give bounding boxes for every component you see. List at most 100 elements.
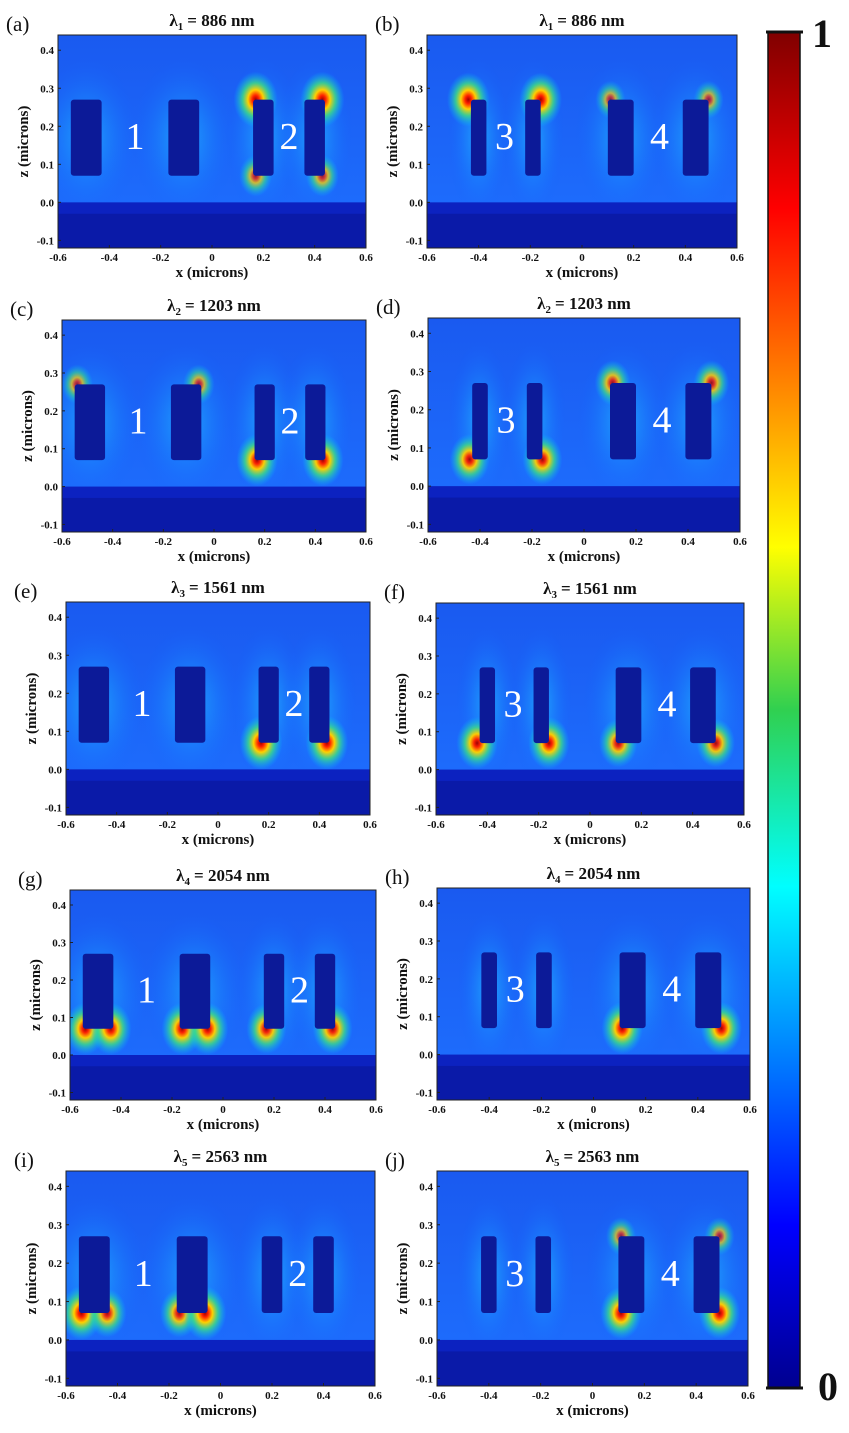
nanorod: [253, 99, 274, 176]
panel-label: (i): [14, 1148, 34, 1172]
lambda-subscript: 4: [185, 876, 191, 888]
pair-number: 1: [133, 683, 152, 725]
panel-label: (b): [375, 12, 400, 36]
x-tick-label: 0.2: [634, 819, 648, 831]
panel-title: λ1 = 886 nm: [169, 11, 254, 33]
lambda-subscript: 2: [546, 304, 552, 316]
nanorod: [313, 1236, 334, 1314]
y-axis-label: z (microns): [24, 673, 40, 745]
x-tick-label: 0.4: [689, 1390, 703, 1402]
y-tick-label: 0.0: [48, 1335, 62, 1347]
y-tick-label: 0.4: [418, 613, 432, 625]
wavelength-value: = 2054 nm: [194, 866, 270, 885]
nanorod: [618, 1236, 645, 1314]
y-tick-label: 0.4: [48, 612, 62, 624]
substrate-deep: [58, 213, 366, 248]
panel-b: 3 4 -0.6 -0.4 -0.2 0 0.2 0.4 0.6 -0.1 0.0 0.1 0.2 0.3…: [375, 11, 744, 281]
x-tick-label: -0.4: [101, 252, 119, 264]
x-tick-label: 0.4: [691, 1104, 705, 1116]
panel-label: (a): [6, 12, 29, 36]
nanorod: [693, 1236, 720, 1314]
pair-number: 2: [288, 1253, 307, 1295]
pair-number: 4: [650, 116, 669, 158]
y-tick-label: 0.0: [418, 765, 432, 777]
y-tick-label: 0.3: [419, 1220, 433, 1232]
x-tick-label: 0: [209, 252, 215, 264]
x-tick-label: 0.4: [317, 1390, 331, 1402]
wavelength-value: = 1203 nm: [185, 296, 261, 315]
lambda-subscript: 5: [182, 1157, 188, 1169]
y-tick-label: -0.1: [416, 1087, 433, 1099]
substrate-deep: [437, 1065, 750, 1100]
x-axis-label: x (microns): [178, 549, 251, 565]
pair-number: 4: [661, 1253, 680, 1295]
y-tick-label: 0.3: [418, 651, 432, 663]
x-tick-label: 0: [579, 252, 585, 264]
x-tick-label: 0.6: [741, 1390, 755, 1402]
nanorod: [78, 1236, 110, 1314]
x-tick-label: 0.6: [363, 819, 377, 831]
nanorod: [261, 1236, 283, 1314]
field-map: [437, 1171, 748, 1386]
substrate-deep: [427, 213, 737, 248]
y-tick-label: 0.1: [44, 444, 58, 456]
nanorod: [263, 953, 285, 1029]
nanorod: [682, 99, 709, 176]
nanorod: [176, 1236, 208, 1314]
substrate-deep: [437, 1351, 748, 1386]
nanorod: [536, 952, 552, 1029]
pair-number: 1: [129, 401, 148, 443]
nanorod: [695, 952, 722, 1029]
y-tick-label: 0.0: [40, 197, 54, 209]
y-tick-label: 0.0: [52, 1050, 66, 1062]
x-tick-label: 0.4: [681, 536, 695, 548]
x-axis-label: x (microns): [184, 1403, 257, 1419]
x-tick-label: 0.2: [629, 536, 643, 548]
pair-number: 4: [653, 400, 672, 442]
lambda-symbol: λ: [543, 579, 552, 598]
x-tick-label: 0.2: [627, 252, 641, 264]
y-tick-label: 0.2: [418, 689, 432, 701]
y-tick-label: -0.1: [37, 235, 54, 247]
x-tick-label: 0.6: [359, 536, 373, 548]
panel-label: (j): [385, 1148, 405, 1172]
wavelength-value: = 2054 nm: [565, 864, 641, 883]
y-tick-label: 0.3: [409, 83, 423, 95]
field-map: [427, 35, 737, 248]
y-tick-label: 0.0: [419, 1050, 433, 1062]
x-tick-label: 0.2: [637, 1390, 651, 1402]
panel-label: (h): [385, 865, 410, 889]
nanorod: [685, 382, 712, 460]
field-map: [58, 35, 366, 248]
nanorod: [174, 666, 206, 743]
x-axis-label: x (microns): [554, 832, 627, 848]
pair-number: 3: [504, 684, 523, 726]
x-tick-label: 0.6: [733, 536, 747, 548]
x-tick-label: -0.2: [155, 536, 173, 548]
panel-c: 1 2 -0.6 -0.4 -0.2 0 0.2 0.4 0.6 -0.1 0.0 0.1 0.2 0.3…: [10, 296, 373, 565]
y-tick-label: -0.1: [416, 1373, 433, 1385]
y-tick-label: 0.3: [410, 367, 424, 379]
panel-label: (c): [10, 297, 33, 321]
colorbar: 10: [766, 11, 838, 1409]
pair-number: 3: [505, 1253, 524, 1295]
y-tick-label: 0.3: [419, 936, 433, 948]
y-tick-label: 0.1: [40, 159, 54, 171]
x-tick-label: -0.2: [530, 819, 548, 831]
y-tick-label: -0.1: [41, 519, 58, 531]
nanorod: [305, 384, 326, 461]
panel-title: λ3 = 1561 nm: [543, 579, 637, 601]
panel-a: 1 2 -0.6 -0.4 -0.2 0 0.2 0.4 0.6 -0.1 0.0 0.1 0.2 0.3…: [6, 11, 373, 281]
field-map: [428, 318, 740, 532]
x-tick-label: 0.2: [262, 819, 276, 831]
panel-title: λ5 = 2563 nm: [546, 1147, 640, 1169]
x-tick-label: -0.2: [159, 819, 177, 831]
x-tick-label: -0.4: [112, 1104, 130, 1116]
substrate-deep: [70, 1066, 376, 1100]
y-tick-label: 0.0: [48, 764, 62, 776]
nanorod: [179, 953, 211, 1029]
nanorod: [526, 382, 543, 460]
nanorod: [619, 952, 646, 1029]
lambda-subscript: 1: [178, 21, 184, 33]
y-tick-label: 0.4: [40, 45, 54, 57]
